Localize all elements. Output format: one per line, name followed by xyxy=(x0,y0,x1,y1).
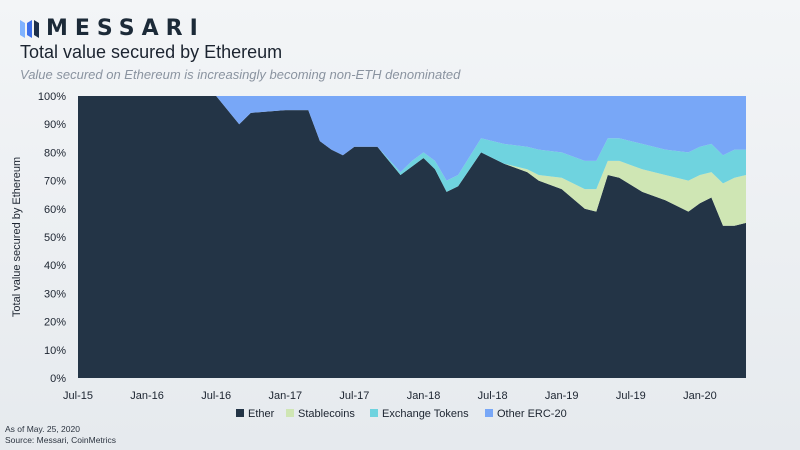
legend-swatch-stablecoins xyxy=(286,409,294,417)
y-tick-label: 10% xyxy=(44,345,66,357)
area-series-ether xyxy=(78,96,746,378)
source-note: Source: Messari, CoinMetrics xyxy=(5,435,117,445)
x-tick-label: Jan-19 xyxy=(545,390,579,402)
y-tick-label: 90% xyxy=(44,119,66,131)
messari-logo-icon xyxy=(20,19,39,38)
legend-label-stablecoins: Stablecoins xyxy=(298,408,355,420)
legend-label-other-erc-20: Other ERC-20 xyxy=(497,408,567,420)
x-tick-label: Jan-20 xyxy=(683,390,717,402)
as-of-note: As of May. 25, 2020 xyxy=(5,424,80,434)
brand-name: MESSARI xyxy=(46,16,205,41)
y-tick-label: 20% xyxy=(44,317,66,329)
legend-swatch-exchange-tokens xyxy=(370,409,378,417)
area-series-stablecoins xyxy=(78,96,746,226)
x-tick-label: Jul-19 xyxy=(616,390,646,402)
legend-label-exchange-tokens: Exchange Tokens xyxy=(382,408,469,420)
x-tick-label: Jan-17 xyxy=(268,390,302,402)
chart-subtitle: Value secured on Ethereum is increasingl… xyxy=(20,67,461,82)
x-tick-label: Jul-18 xyxy=(478,390,508,402)
y-tick-label: 0% xyxy=(50,373,66,385)
y-tick-label: 80% xyxy=(44,147,66,159)
y-tick-label: 40% xyxy=(44,260,66,272)
area-series-exchange-tokens xyxy=(78,96,746,192)
area-series-other-erc-20 xyxy=(78,96,746,181)
legend-swatch-other-erc-20 xyxy=(485,409,493,417)
y-axis-label: Total value secured by Ethereum xyxy=(11,157,23,317)
y-tick-label: 30% xyxy=(44,288,66,300)
x-tick-label: Jul-16 xyxy=(201,390,231,402)
y-tick-label: 60% xyxy=(44,204,66,216)
chart-title: Total value secured by Ethereum xyxy=(20,42,283,62)
legend-swatch-ether xyxy=(236,409,244,417)
x-tick-label: Jan-18 xyxy=(407,390,441,402)
messari-logo: MESSARI xyxy=(20,16,205,41)
x-tick-label: Jul-17 xyxy=(339,390,369,402)
y-tick-label: 70% xyxy=(44,176,66,188)
y-tick-label: 100% xyxy=(38,91,66,103)
legend-label-ether: Ether xyxy=(248,408,275,420)
y-tick-label: 50% xyxy=(44,232,66,244)
x-tick-label: Jul-15 xyxy=(63,390,93,402)
x-tick-label: Jan-16 xyxy=(130,390,164,402)
